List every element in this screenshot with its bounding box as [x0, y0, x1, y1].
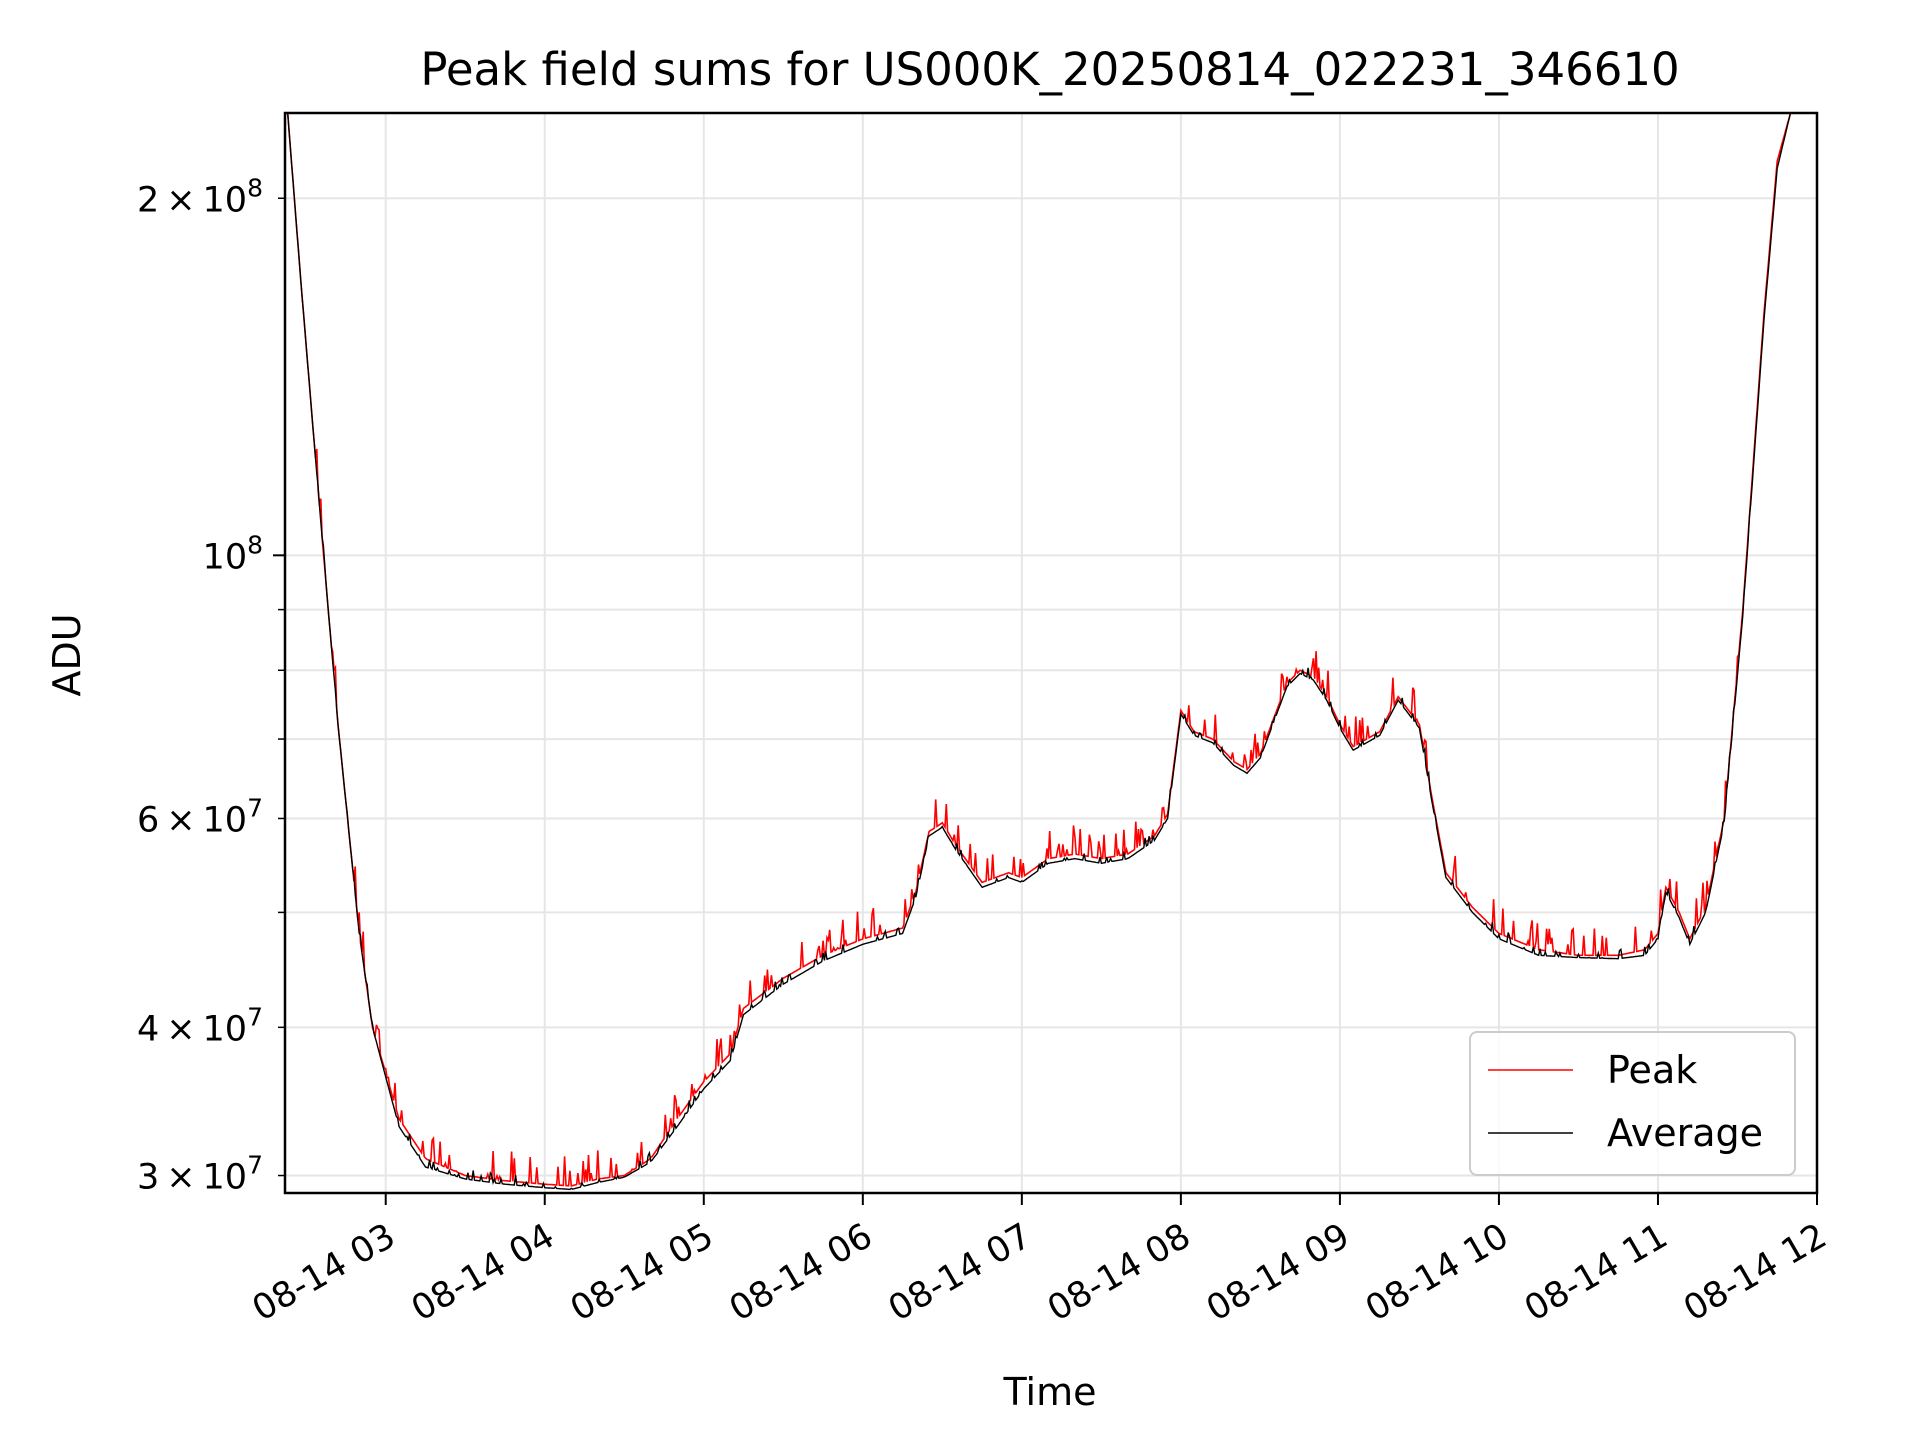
legend-label-average: Average [1607, 1111, 1763, 1155]
y-axis-label: ADU [45, 613, 89, 696]
y-tick-label: 108 [203, 530, 263, 577]
grid [285, 113, 1818, 1193]
y-tick-label: 3 × 107 [137, 1151, 263, 1198]
series-line-average [287, 113, 1792, 1191]
y-tick-label: 4 × 107 [137, 1002, 263, 1049]
series-layer [286, 113, 1792, 1191]
y-tick-label: 6 × 107 [137, 793, 263, 840]
chart-title: Peak field sums for US000K_20250814_0222… [420, 43, 1679, 96]
plot-area-frame [283, 111, 1819, 1195]
y-axis: 108 3 × 107 4 × 107 6 × 107 2 × 108 [137, 173, 285, 1198]
y-tick-label: 2 × 108 [137, 173, 263, 220]
legend-box [1469, 1031, 1796, 1176]
legend-label-peak: Peak [1607, 1048, 1697, 1092]
x-axis-label: Time [1003, 1370, 1097, 1414]
legend: Peak Average [1469, 1031, 1796, 1176]
